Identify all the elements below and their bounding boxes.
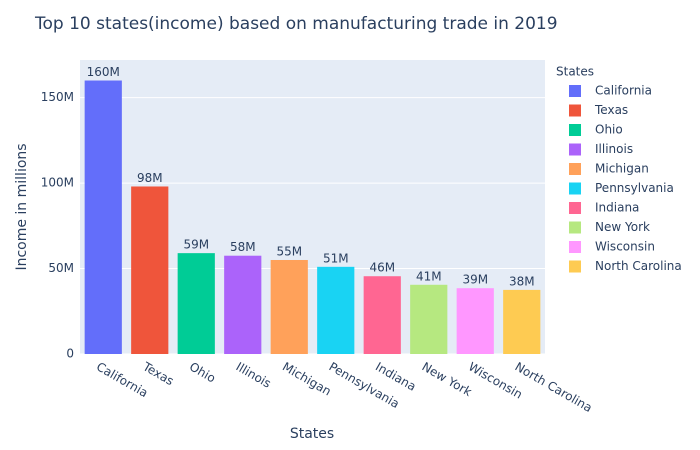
value-label: 46M (369, 261, 395, 275)
bar (317, 266, 355, 354)
legend-swatch (569, 85, 581, 97)
x-tick-label: Illinois (234, 360, 274, 391)
bar (177, 253, 215, 354)
bar (410, 284, 448, 354)
y-tick-label: 0 (66, 347, 74, 361)
bar (363, 276, 401, 354)
value-label: 98M (137, 171, 163, 185)
chart-title: Top 10 states(income) based on manufactu… (34, 14, 558, 34)
legend-label: North Carolina (595, 259, 682, 273)
legend-label: Texas (594, 103, 628, 117)
value-label: 41M (416, 269, 442, 283)
x-tick-label: New York (420, 360, 475, 400)
legend-swatch (569, 182, 581, 195)
legend-swatch (569, 221, 581, 234)
bar (224, 255, 262, 354)
legend-swatch (569, 241, 581, 253)
value-label: 55M (276, 244, 302, 258)
y-tick-label: 50M (48, 261, 74, 275)
legend-label: Illinois (595, 142, 633, 156)
bar (503, 289, 541, 354)
value-label: 51M (323, 251, 349, 265)
value-label: 39M (462, 273, 488, 287)
legend-label: Ohio (595, 123, 623, 137)
x-tick-label: Michigan (280, 360, 334, 399)
y-tick-label: 100M (41, 176, 74, 190)
x-tick-label: Texas (140, 359, 177, 388)
legend-label: Pennsylvania (595, 181, 674, 195)
bar (84, 80, 122, 354)
legend-label: Michigan (595, 162, 649, 176)
legend-label: New York (595, 220, 650, 234)
legend-swatch (569, 202, 581, 214)
x-tick-label: North Carolina (513, 360, 595, 415)
value-label: 160M (87, 65, 120, 79)
legend-label: Indiana (595, 201, 639, 215)
value-label: 59M (183, 238, 209, 252)
y-tick-label: 150M (41, 90, 74, 104)
legend-swatch (569, 143, 581, 156)
bar (270, 259, 308, 354)
value-label: 38M (509, 274, 535, 288)
x-axis-title: States (290, 426, 334, 442)
legend-swatch (569, 124, 581, 136)
y-axis-title: Income in millions (14, 143, 30, 270)
value-label: 58M (230, 240, 256, 254)
legend-swatch (569, 260, 581, 273)
legend-swatch (569, 104, 581, 117)
x-tick-label: California (94, 360, 150, 401)
legend-label: Wisconsin (595, 240, 655, 254)
legend-title: States (556, 65, 594, 79)
legend-swatch (569, 163, 581, 175)
legend-label: California (595, 84, 652, 98)
bar (456, 288, 494, 354)
x-tick-label: Ohio (187, 360, 218, 386)
bar (131, 186, 169, 354)
